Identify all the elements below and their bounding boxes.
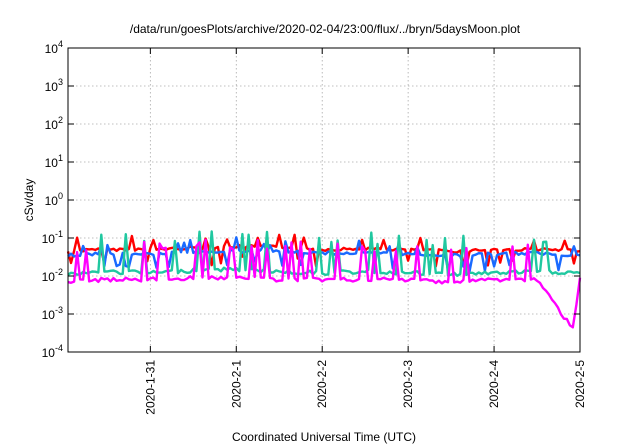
x-axis-label: Coordinated Universal Time (UTC) [232,430,416,444]
y-tick-label: 101 [45,153,63,170]
series-line [67,238,582,329]
y-tick-label: 100 [45,191,63,208]
y-axis-label: cSv/day [22,179,36,222]
chart-title: /data/run/goesPlots/archive/2020-02-04/2… [130,22,521,36]
x-tick-label: 2020-1-31 [143,360,157,415]
x-tick-label: 2020-2-3 [401,360,415,408]
y-tick-label: 104 [45,39,63,56]
y-tick-label: 102 [45,115,63,132]
series-line [67,236,581,273]
ticks: 10-4 10-3 10-2 10-1 100 101 102 103 104 2020-1-31… [42,39,587,415]
y-tick-label: 10-3 [42,305,63,322]
x-tick-label: 2020-2-2 [315,360,329,408]
y-tick-label: 10-4 [42,343,63,360]
x-tick-label: 2020-2-4 [487,360,501,408]
series-line [67,230,581,277]
y-tick-label: 103 [45,77,63,94]
x-tick-label: 2020-2-1 [229,360,243,408]
y-tick-label: 10-2 [42,267,63,284]
series-lines [66,230,582,329]
series-line [66,233,581,268]
x-tick-label: 2020-2-5 [573,360,587,408]
y-tick-label: 10-1 [42,229,63,246]
grid [68,48,580,352]
